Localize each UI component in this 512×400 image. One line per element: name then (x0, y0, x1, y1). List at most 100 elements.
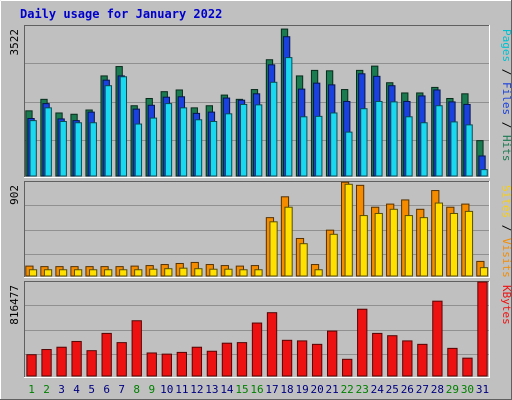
bar-kbytes-day-2 (41, 349, 52, 377)
legend-part-2: Files (500, 82, 512, 115)
bar-sites-day-10 (164, 268, 173, 277)
bar-pages-day-10 (164, 103, 173, 177)
bar-pages-day-22 (345, 131, 353, 177)
series-legend-label: Pages / Files / Hits (500, 29, 512, 162)
series-sites (28, 183, 489, 277)
legend-part-3: / (500, 115, 512, 135)
day-label-23: 23 (356, 383, 369, 396)
bar-kbytes-day-14 (221, 342, 233, 377)
bar-sites-day-18 (284, 206, 293, 277)
chart-title: Daily usage for January 2022 (20, 7, 222, 21)
bar-kbytes-day-11 (176, 351, 187, 377)
bar-sites-day-17 (269, 221, 278, 277)
bar-sites-day-3 (58, 269, 68, 277)
bar-sites-day-23 (359, 215, 368, 277)
bar-kbytes-day-21 (327, 330, 338, 377)
bar-kbytes-day-3 (56, 346, 67, 377)
bar-kbytes-day-25 (387, 335, 398, 377)
day-label-30: 30 (461, 383, 474, 396)
day-label-26: 26 (401, 383, 414, 396)
day-label-4: 4 (73, 383, 80, 396)
bar-pages-day-11 (179, 107, 188, 177)
bar-kbytes-day-31 (477, 281, 488, 377)
bar-sites-day-6 (104, 269, 113, 277)
day-label-24: 24 (371, 383, 385, 396)
bar-pages-day-27 (420, 122, 428, 177)
bar-sites-day-22 (344, 183, 353, 277)
bar-kbytes-day-8 (131, 320, 142, 377)
bar-pages-day-9 (149, 117, 158, 177)
bar-kbytes-day-7 (116, 342, 127, 377)
bar-pages-day-18 (285, 57, 293, 177)
bar-pages-day-13 (209, 120, 218, 177)
bar-pages-day-5 (89, 122, 97, 177)
legend-part-2: Visits (500, 238, 512, 278)
bar-pages-day-21 (330, 112, 338, 177)
bar-pages-day-7 (119, 76, 128, 177)
bar-kbytes-day-29 (447, 347, 458, 377)
day-label-29: 29 (446, 383, 459, 396)
legend-part-4: Hits (500, 135, 512, 162)
bar-kbytes-day-27 (417, 343, 428, 377)
bar-pages-day-1 (29, 120, 37, 177)
bar-pages-day-19 (300, 116, 308, 177)
max-value-label: 3522 (8, 29, 21, 56)
max-value-label: 902 (8, 185, 21, 205)
day-label-14: 14 (220, 383, 234, 396)
bar-pages-day-8 (134, 123, 143, 177)
bar-kbytes-day-15 (236, 342, 248, 377)
bar-pages-day-26 (405, 116, 413, 177)
legend-part-0: Sites (500, 185, 512, 218)
bar-sites-day-30 (464, 210, 474, 277)
bar-sites-day-26 (404, 215, 413, 277)
bar-kbytes-day-16 (251, 322, 263, 377)
bar-pages-day-6 (104, 85, 112, 177)
bar-kbytes-day-12 (191, 346, 203, 377)
bar-sites-day-5 (89, 269, 98, 277)
panel-kbytes: 816477 KBytes (8, 281, 512, 378)
legend-part-0: KBytes (500, 285, 512, 325)
day-label-5: 5 (88, 383, 95, 396)
max-value-label: 816477 (8, 285, 21, 325)
bar-sites-day-4 (74, 269, 83, 277)
bar-kbytes-day-30 (462, 357, 473, 377)
bar-kbytes-day-23 (357, 308, 368, 377)
bar-pages-day-23 (360, 108, 368, 177)
bar-sites-day-14 (224, 268, 233, 277)
series-kbytes (26, 281, 488, 377)
bar-sites-day-19 (299, 243, 308, 277)
day-label-1: 1 (28, 383, 35, 396)
series-legend-label: Sites / Visits (500, 185, 512, 278)
bar-kbytes-day-4 (71, 340, 82, 377)
day-label-11: 11 (175, 383, 188, 396)
bar-sites-day-8 (134, 269, 143, 277)
bar-sites-day-13 (209, 268, 218, 277)
bar-sites-day-1 (28, 269, 38, 277)
bar-pages-day-28 (435, 105, 443, 177)
bar-pages-day-17 (270, 81, 278, 177)
bar-sites-day-2 (43, 269, 53, 277)
bar-sites-day-15 (239, 269, 248, 277)
day-label-15: 15 (235, 383, 248, 396)
bar-kbytes-day-6 (101, 332, 112, 377)
day-label-8: 8 (133, 383, 140, 396)
day-label-3: 3 (58, 383, 65, 396)
bar-kbytes-day-13 (206, 350, 218, 377)
bar-kbytes-day-9 (146, 352, 157, 377)
bar-pages-day-29 (450, 121, 458, 177)
x-axis-day-labels: 1 2 3 4 5 6 7 8 9 10 11 12 13 14 15 16 17 18 19 20 21 22 23 24 2… (28, 383, 489, 396)
day-label-10: 10 (160, 383, 173, 396)
legend-part-0: Pages (500, 29, 512, 62)
day-label-17: 17 (265, 383, 278, 396)
day-label-6: 6 (103, 383, 110, 396)
bar-kbytes-day-26 (402, 340, 413, 377)
bar-sites-day-29 (449, 212, 459, 277)
bar-kbytes-day-5 (86, 350, 97, 377)
bar-sites-day-25 (389, 208, 398, 277)
day-label-22: 22 (341, 383, 354, 396)
day-label-21: 21 (326, 383, 339, 396)
bar-pages-day-24 (375, 100, 383, 177)
day-label-16: 16 (250, 383, 263, 396)
bar-sites-day-11 (179, 267, 188, 277)
